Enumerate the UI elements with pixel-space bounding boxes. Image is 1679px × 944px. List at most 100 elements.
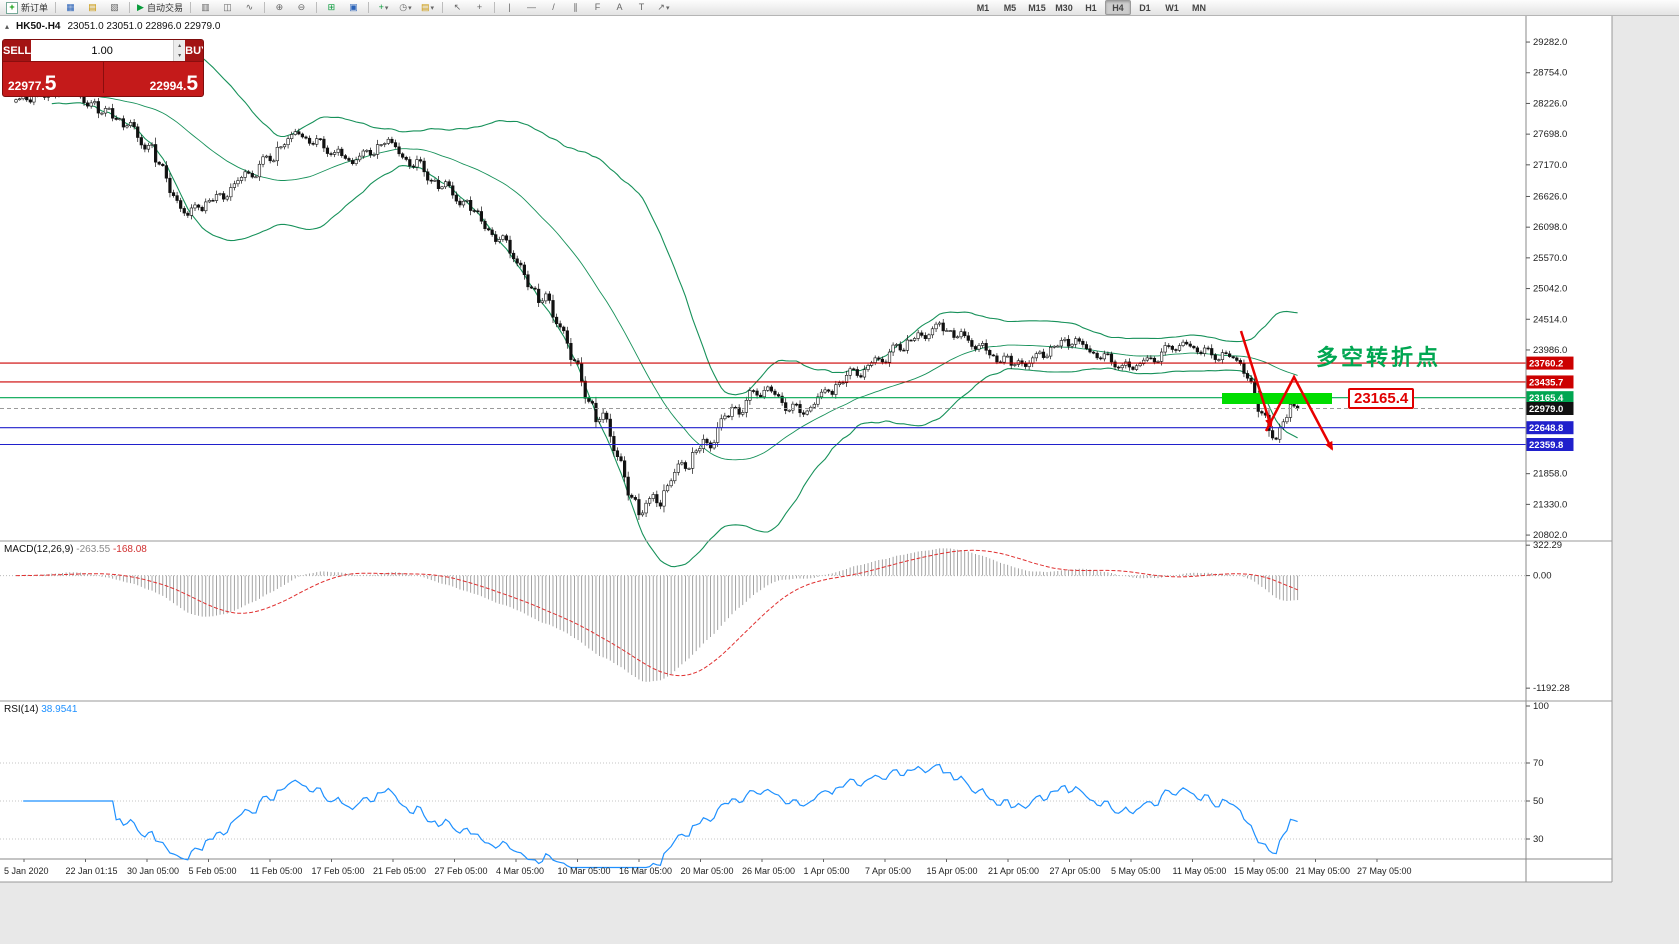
svg-text:4 Mar 05:00: 4 Mar 05:00 bbox=[496, 866, 544, 876]
svg-text:0.00: 0.00 bbox=[1533, 571, 1552, 582]
timeframe-button-m1[interactable]: M1 bbox=[976, 2, 990, 13]
svg-text:27698.0: 27698.0 bbox=[1533, 129, 1567, 140]
svg-text:27 Feb 05:00: 27 Feb 05:00 bbox=[435, 866, 488, 876]
horizontal-line-icon: — bbox=[526, 2, 536, 12]
market-watch-button[interactable]: ▦ bbox=[60, 0, 81, 15]
arrows-button[interactable]: ↗ ▾ bbox=[653, 0, 674, 15]
zoom-in-button[interactable]: ⊕ bbox=[269, 0, 290, 15]
text-label-icon: T bbox=[638, 2, 645, 12]
svg-text:100: 100 bbox=[1533, 701, 1549, 712]
svg-text:25570.0: 25570.0 bbox=[1533, 253, 1567, 264]
svg-text:27 May 05:00: 27 May 05:00 bbox=[1357, 866, 1412, 876]
svg-text:15 Apr 05:00: 15 Apr 05:00 bbox=[927, 866, 978, 876]
buy-price[interactable]: 22994.5 bbox=[107, 72, 198, 95]
timeframe-button-m30[interactable]: M30 bbox=[1055, 2, 1073, 13]
navigator-button[interactable]: ▧ bbox=[104, 0, 125, 15]
templates-icon: ▤ bbox=[420, 2, 430, 12]
line-chart-button[interactable]: ∿ bbox=[239, 0, 260, 15]
buy-price-big-digit: 5 bbox=[186, 72, 198, 95]
volume-down-button[interactable]: ▾ bbox=[174, 50, 186, 61]
svg-text:23435.7: 23435.7 bbox=[1529, 377, 1563, 388]
sell-button[interactable]: SELL bbox=[3, 40, 32, 61]
market-watch-icon: ▦ bbox=[66, 2, 75, 12]
svg-text:21 May 05:00: 21 May 05:00 bbox=[1296, 866, 1351, 876]
timeframe-button-d1[interactable]: D1 bbox=[1139, 2, 1151, 13]
timeframe-button-w1[interactable]: W1 bbox=[1165, 2, 1179, 13]
svg-text:70: 70 bbox=[1533, 758, 1544, 769]
indicators-button[interactable]: + ▾ bbox=[373, 0, 394, 15]
symbol-header: ▴ HK50-.H4 23051.0 23051.0 22896.0 22979… bbox=[5, 21, 220, 32]
candlestick-chart-button[interactable]: ◫ bbox=[217, 0, 238, 15]
crosshair-button[interactable]: + bbox=[469, 0, 490, 15]
svg-text:28754.0: 28754.0 bbox=[1533, 68, 1567, 79]
volume-input[interactable] bbox=[31, 40, 174, 61]
new-chart-icon: ⊞ bbox=[327, 2, 336, 12]
volume-stepper: ▴ ▾ bbox=[173, 40, 186, 61]
timeframe-button-mn[interactable]: MN bbox=[1191, 2, 1206, 13]
new-order-button[interactable]: + 新订单 bbox=[3, 0, 51, 15]
svg-text:5 Feb 05:00: 5 Feb 05:00 bbox=[189, 866, 237, 876]
templates-button[interactable]: ▤ ▾ bbox=[417, 0, 438, 15]
data-window-button[interactable]: ▤ bbox=[82, 0, 103, 15]
zoom-in-icon: ⊕ bbox=[275, 2, 284, 12]
text-button[interactable]: A bbox=[609, 0, 630, 15]
svg-text:-1192.28: -1192.28 bbox=[1533, 683, 1570, 694]
fibonacci-icon: F bbox=[594, 2, 601, 12]
toolbar-separator bbox=[189, 2, 191, 13]
bar-chart-button[interactable]: ▥ bbox=[195, 0, 216, 15]
price-tag-annotation[interactable]: 23165.4 bbox=[1348, 388, 1415, 409]
sell-price-big-digit: 5 bbox=[44, 72, 57, 95]
cursor-icon: ↖ bbox=[453, 2, 462, 12]
svg-text:16 Mar 05:00: 16 Mar 05:00 bbox=[619, 866, 672, 876]
svg-text:21 Apr 05:00: 21 Apr 05:00 bbox=[988, 866, 1039, 876]
volume-up-button[interactable]: ▴ bbox=[174, 40, 186, 51]
horizontal-line-button[interactable]: — bbox=[521, 0, 542, 15]
cursor-button[interactable]: ↖ bbox=[447, 0, 468, 15]
trendline-button[interactable]: / bbox=[543, 0, 564, 15]
rsi-label: RSI(14) bbox=[4, 704, 39, 715]
crosshair-icon: + bbox=[476, 2, 483, 12]
svg-text:23760.2: 23760.2 bbox=[1529, 359, 1563, 370]
fibonacci-button[interactable]: F bbox=[587, 0, 608, 15]
sell-price[interactable]: 22977.5 bbox=[8, 72, 100, 95]
timeframe-button-m15[interactable]: M15 bbox=[1028, 2, 1046, 13]
toolbar-separator bbox=[55, 2, 57, 13]
svg-text:50: 50 bbox=[1533, 796, 1544, 807]
channel-button[interactable]: ∥ bbox=[565, 0, 586, 15]
periods-clock-icon: ◷ bbox=[399, 2, 408, 12]
periods-button[interactable]: ◷ ▾ bbox=[395, 0, 416, 15]
vertical-line-button[interactable]: | bbox=[499, 0, 520, 15]
new-order-label: 新订单 bbox=[21, 3, 49, 13]
svg-text:11 Feb 05:00: 11 Feb 05:00 bbox=[250, 866, 302, 876]
svg-text:11 May 05:00: 11 May 05:00 bbox=[1173, 866, 1227, 876]
price-axis[interactable] bbox=[1526, 16, 1612, 859]
panel-collapse-icon[interactable]: ▴ bbox=[5, 22, 10, 31]
svg-text:25042.0: 25042.0 bbox=[1533, 284, 1567, 295]
timeframe-button-h1[interactable]: H1 bbox=[1085, 2, 1097, 13]
time-axis[interactable] bbox=[0, 859, 1526, 882]
svg-text:29282.0: 29282.0 bbox=[1533, 37, 1567, 48]
new-chart-button[interactable]: ⊞ bbox=[321, 0, 342, 15]
timeframe-button-h4[interactable]: H4 bbox=[1104, 0, 1131, 15]
svg-text:22648.8: 22648.8 bbox=[1529, 423, 1563, 434]
tile-windows-button[interactable]: ▣ bbox=[343, 0, 364, 15]
autotrade-button[interactable]: ▶ 自动交易 bbox=[134, 0, 186, 15]
arrows-tool-icon: ↗ bbox=[657, 2, 665, 12]
svg-text:22 Jan 01:15: 22 Jan 01:15 bbox=[66, 866, 118, 876]
timeframe-group: M1 M5 M15 M30 H1 H4 D1 W1 MN bbox=[970, 0, 1212, 15]
turning-point-annotation[interactable]: 多空转折点 bbox=[1316, 345, 1442, 370]
buy-button[interactable]: BUY bbox=[185, 40, 203, 61]
line-chart-icon: ∿ bbox=[245, 2, 254, 12]
channel-icon: ∥ bbox=[573, 2, 578, 12]
svg-text:27170.0: 27170.0 bbox=[1533, 160, 1567, 171]
vertical-line-icon: | bbox=[508, 2, 511, 12]
svg-text:26098.0: 26098.0 bbox=[1533, 222, 1567, 233]
text-label-button[interactable]: T bbox=[631, 0, 652, 15]
buy-price-main: 22994. bbox=[149, 79, 187, 93]
timeframe-button-m5[interactable]: M5 bbox=[1003, 2, 1017, 13]
trendline-icon: / bbox=[552, 2, 555, 12]
toolbar-separator bbox=[129, 2, 131, 13]
macd-main-value: -263.55 bbox=[76, 544, 111, 555]
zoom-out-button[interactable]: ⊖ bbox=[291, 0, 312, 15]
